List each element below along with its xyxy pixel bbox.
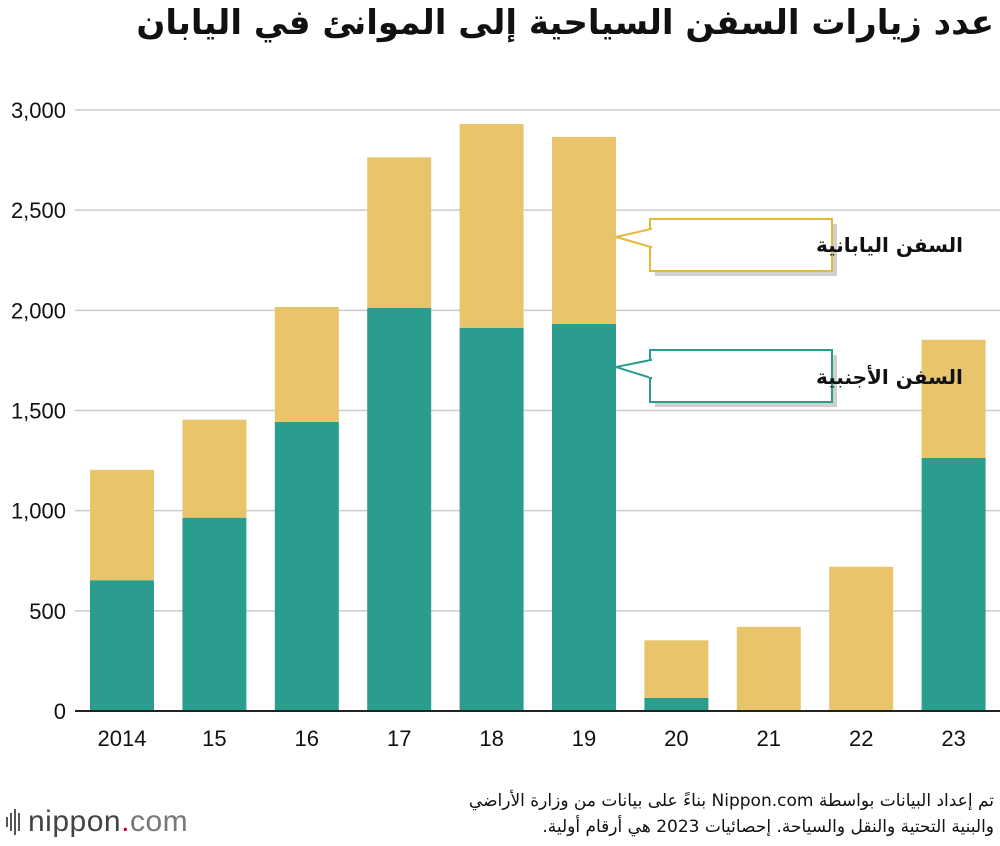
bar-segment-foreign: [367, 307, 432, 711]
x-tick-label: 2014: [98, 726, 147, 751]
nippon-logo: nippon.com: [6, 800, 188, 844]
source-note-line-1: تم إعداد البيانات بواسطة Nippon.com بناء…: [468, 791, 994, 811]
y-tick-label: 1,000: [11, 499, 66, 524]
bar-segment-japanese: [90, 469, 154, 581]
x-tick-label: 15: [202, 726, 226, 751]
y-tick-label: 2,500: [11, 198, 66, 223]
x-tick-label: 18: [479, 726, 503, 751]
bar-segment-foreign: [921, 457, 986, 711]
logo-tld: com: [129, 805, 189, 838]
y-tick-label: 3,000: [11, 98, 66, 123]
callout-foreign-ships: السفن الأجنبية: [615, 349, 963, 407]
logo-bars-icon: [6, 809, 20, 835]
bar-segment-japanese: [644, 640, 709, 698]
bar-segment-japanese: [552, 136, 616, 324]
bar-segment-japanese: [367, 157, 432, 308]
x-tick-label: 23: [941, 726, 965, 751]
bar-segment-japanese: [274, 306, 339, 422]
bar-segment-japanese: [459, 124, 524, 328]
logo-dot: .: [121, 805, 130, 838]
x-tick-label: 22: [849, 726, 873, 751]
bar-segment-japanese: [829, 566, 894, 711]
x-tick-label: 19: [572, 726, 596, 751]
y-tick-label: 500: [29, 599, 66, 624]
logo-wordmark: nippon.com: [28, 805, 188, 839]
bar-segment-foreign: [274, 421, 339, 711]
bar-segment-japanese: [736, 626, 801, 711]
bar-segment-japanese: [921, 339, 986, 458]
source-note-line-2: والبنية التحتية والنقل والسياحة. إحصائيا…: [542, 817, 994, 837]
callout-label-foreign-ships: السفن الأجنبية: [816, 364, 963, 389]
x-tick-label: 20: [664, 726, 688, 751]
x-tick-label: 21: [757, 726, 781, 751]
stacked-bar-chart: 0 500 1,000 1,500 2,000 2,500 3,000 2014 15 16 17 1…: [11, 98, 1000, 751]
bar-segment-foreign: [182, 517, 247, 711]
bar-segment-foreign: [90, 580, 154, 711]
bar-segment-foreign: [459, 327, 524, 711]
source-note: تم إعداد البيانات بواسطة Nippon.com بناء…: [354, 788, 994, 840]
bar-segment-foreign: [552, 323, 616, 711]
bars: [90, 124, 986, 711]
callout-japanese-ships: السفن اليابانية: [615, 218, 963, 276]
callout-label-japanese-ships: السفن اليابانية: [816, 233, 963, 257]
y-tick-label: 2,000: [11, 298, 66, 323]
x-tick-label: 17: [387, 726, 411, 751]
logo-name: nippon: [28, 805, 122, 838]
bar-segment-japanese: [182, 419, 247, 518]
bar-segment-foreign: [644, 697, 709, 711]
y-tick-label: 1,500: [11, 399, 66, 424]
x-tick-label: 16: [295, 726, 319, 751]
chart-title: عدد زيارات السفن السياحية إلى الموانئ في…: [136, 3, 994, 43]
y-tick-label: 0: [54, 699, 66, 724]
axes: 0 500 1,000 1,500 2,000 2,500 3,000 2014 15 16 17 1…: [11, 98, 1000, 751]
